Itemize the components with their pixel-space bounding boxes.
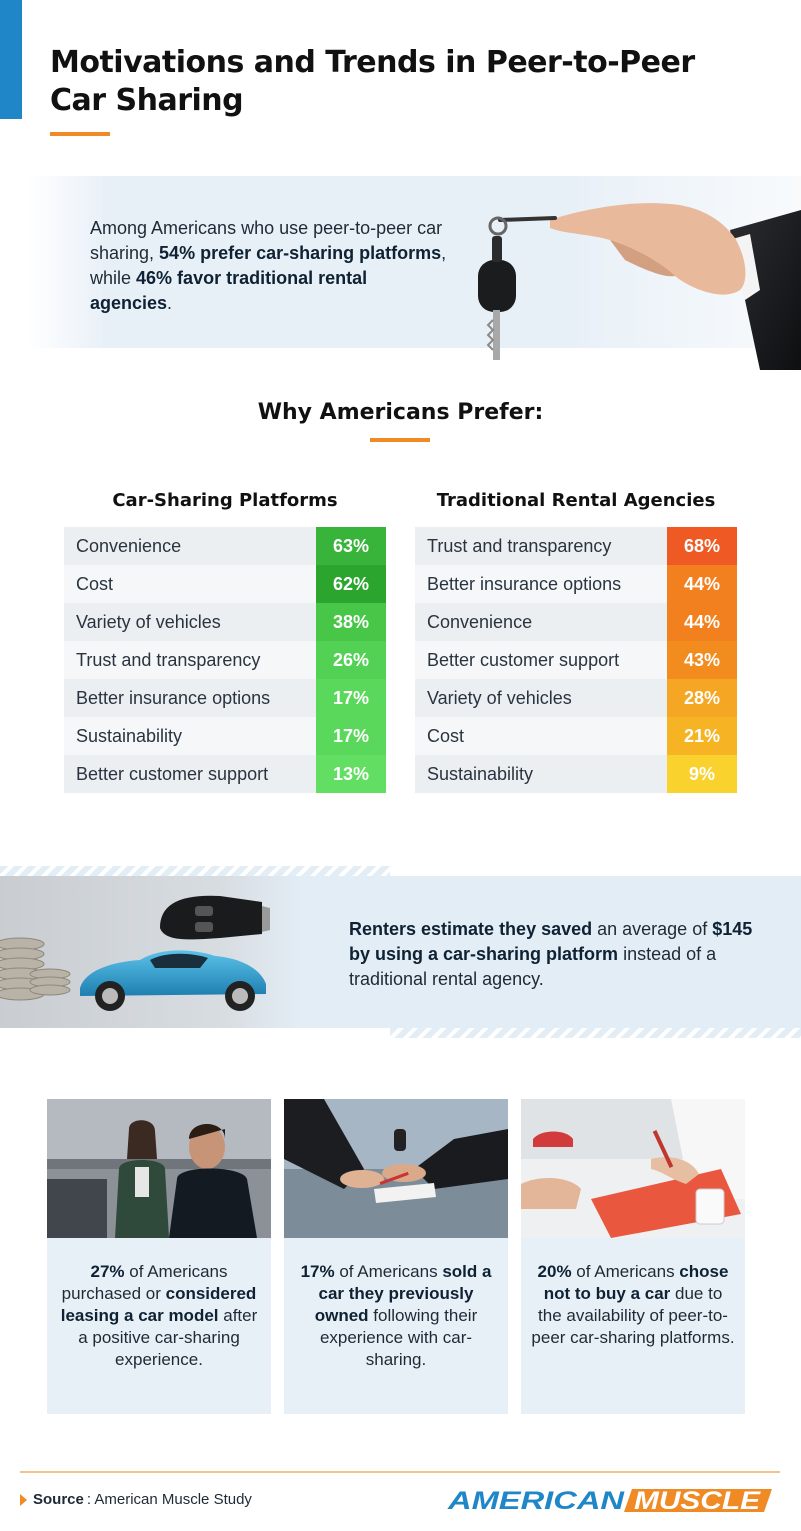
table-title-car-sharing: Car-Sharing Platforms bbox=[112, 490, 338, 511]
row-value: 21% bbox=[667, 717, 737, 755]
row-label: Cost bbox=[64, 565, 316, 603]
car-on-coins-photo bbox=[0, 876, 300, 1028]
table-row: Better insurance options 17% bbox=[64, 679, 386, 717]
logo-text-part2: MUSCLE bbox=[634, 1487, 762, 1513]
row-value: 13% bbox=[316, 755, 386, 793]
row-label: Convenience bbox=[415, 603, 667, 641]
table-row: Better insurance options 44% bbox=[415, 565, 737, 603]
row-label: Cost bbox=[415, 717, 667, 755]
decorative-stripes bbox=[0, 866, 390, 876]
stat-card-leasing-text: 27% of Americans purchased or considered… bbox=[60, 1262, 258, 1369]
row-value: 62% bbox=[316, 565, 386, 603]
title-underline bbox=[50, 132, 110, 136]
table-row: Variety of vehicles 38% bbox=[64, 603, 386, 641]
section-underline bbox=[370, 438, 430, 442]
stat-card-sold-text: 17% of Americans sold a car they previou… bbox=[300, 1262, 492, 1369]
stat-card-leasing: 27% of Americans purchased or considered… bbox=[47, 1099, 271, 1414]
decorative-stripes bbox=[390, 1028, 801, 1038]
table-row: Sustainability 9% bbox=[415, 755, 737, 793]
footer-divider bbox=[20, 1471, 780, 1473]
header-accent-bar bbox=[0, 0, 22, 119]
row-label: Better customer support bbox=[64, 755, 316, 793]
table-row: Trust and transparency 68% bbox=[415, 527, 737, 565]
intro-text: Among Americans who use peer-to-peer car… bbox=[90, 218, 447, 313]
american-muscle-logo: AMERICAN MUSCLE bbox=[447, 1487, 772, 1513]
row-label: Variety of vehicles bbox=[415, 679, 667, 717]
row-label: Better customer support bbox=[415, 641, 667, 679]
source-note: Source: American Muscle Study bbox=[20, 1491, 252, 1508]
signing-document-photo bbox=[521, 1099, 745, 1238]
table-row: Trust and transparency 26% bbox=[64, 641, 386, 679]
stat-card-not-buy: 20% of Americans chose not to buy a car … bbox=[521, 1099, 745, 1414]
savings-text: Renters estimate they saved an average o… bbox=[349, 919, 753, 989]
row-label: Trust and transparency bbox=[64, 641, 316, 679]
row-value: 63% bbox=[316, 527, 386, 565]
table-row: Better customer support 43% bbox=[415, 641, 737, 679]
row-value: 28% bbox=[667, 679, 737, 717]
row-value: 44% bbox=[667, 603, 737, 641]
row-value: 26% bbox=[316, 641, 386, 679]
row-value: 68% bbox=[667, 527, 737, 565]
hand-holding-key-photo bbox=[478, 203, 801, 370]
stat-card-not-buy-text: 20% of Americans chose not to buy a car … bbox=[531, 1262, 735, 1347]
row-label: Convenience bbox=[64, 527, 316, 565]
row-label: Sustainability bbox=[64, 717, 316, 755]
row-value: 17% bbox=[316, 679, 386, 717]
row-value: 38% bbox=[316, 603, 386, 641]
triangle-arrow-icon bbox=[20, 1493, 27, 1506]
table-row: Variety of vehicles 28% bbox=[415, 679, 737, 717]
key-handover-photo bbox=[284, 1099, 508, 1238]
table-car-sharing: Convenience 63% Cost 62% Variety of vehicles… bbox=[64, 527, 386, 793]
dealership-photo bbox=[47, 1099, 271, 1238]
table-row: Convenience 63% bbox=[64, 527, 386, 565]
row-label: Better insurance options bbox=[64, 679, 316, 717]
row-label: Variety of vehicles bbox=[64, 603, 316, 641]
row-label: Sustainability bbox=[415, 755, 667, 793]
table-row: Cost 21% bbox=[415, 717, 737, 755]
logo-text-part1: AMERICAN bbox=[447, 1487, 626, 1513]
table-row: Cost 62% bbox=[64, 565, 386, 603]
row-label: Trust and transparency bbox=[415, 527, 667, 565]
row-value: 9% bbox=[667, 755, 737, 793]
row-value: 17% bbox=[316, 717, 386, 755]
row-value: 44% bbox=[667, 565, 737, 603]
table-title-rental-agencies: Traditional Rental Agencies bbox=[436, 490, 716, 511]
table-row: Sustainability 17% bbox=[64, 717, 386, 755]
page-title: Motivations and Trends in Peer-to-Peer C… bbox=[50, 45, 695, 118]
stat-card-sold: 17% of Americans sold a car they previou… bbox=[284, 1099, 508, 1414]
table-row: Better customer support 13% bbox=[64, 755, 386, 793]
table-rental-agencies: Trust and transparency 68% Better insuranc… bbox=[415, 527, 737, 793]
section-title: Why Americans Prefer: bbox=[257, 400, 544, 425]
row-value: 43% bbox=[667, 641, 737, 679]
row-label: Better insurance options bbox=[415, 565, 667, 603]
table-row: Convenience 44% bbox=[415, 603, 737, 641]
